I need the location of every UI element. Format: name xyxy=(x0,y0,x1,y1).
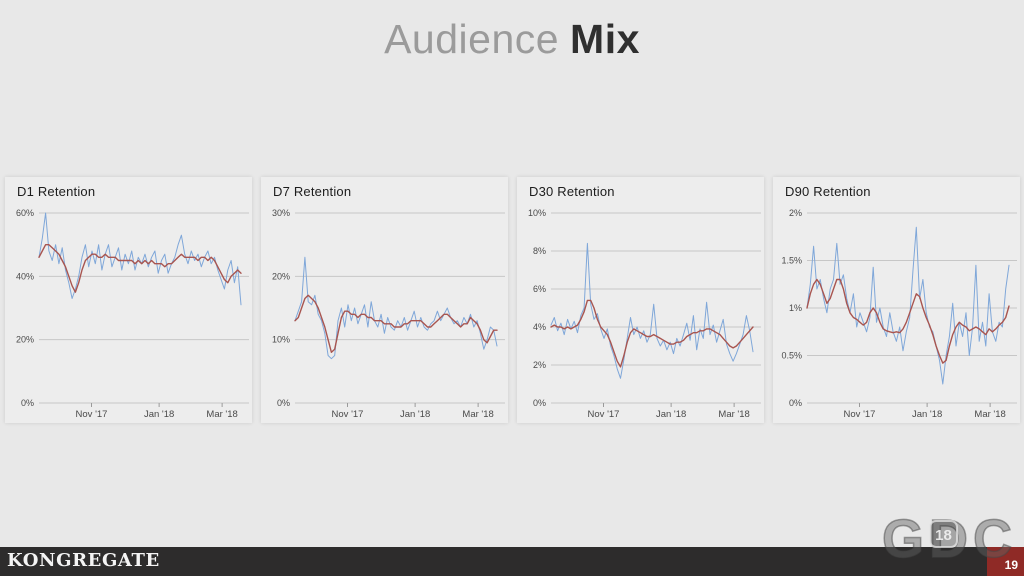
page-title-bold: Mix xyxy=(570,16,640,62)
series-line-smoothed xyxy=(806,278,1010,364)
page-number: 19 xyxy=(1004,558,1018,572)
y-axis-tick-label: 2% xyxy=(533,360,546,370)
y-axis-tick-label: 60% xyxy=(16,208,34,218)
kongregate-logo: KONGREGATE xyxy=(7,550,160,571)
series-line-daily xyxy=(550,242,754,379)
gdc-year: 18 xyxy=(935,527,952,544)
x-axis-tick-label: Mar '18 xyxy=(462,409,493,420)
y-axis-tick-label: 0% xyxy=(533,398,546,408)
chart-panel-d30: D30 Retention 0% 2% 4% 6% 8% 10% Nov '17 Jan '18… xyxy=(517,177,764,423)
chart-title: D30 Retention xyxy=(529,184,615,199)
x-axis-tick-label: Nov '17 xyxy=(588,409,620,420)
y-axis-tick-label: 30% xyxy=(272,208,290,218)
gdc-year-badge xyxy=(929,520,958,548)
y-axis-tick-label: 1.5% xyxy=(781,256,802,266)
footer-bar: KONGREGATE 19 xyxy=(0,547,1024,576)
y-axis-tick-label: 40% xyxy=(16,271,34,281)
y-axis-tick-label: 0.5% xyxy=(781,351,802,361)
chart-plot: 0% 0.5% 1% 1.5% 2% Nov '17 Jan '18 Mar '18 xyxy=(781,208,1017,420)
y-axis-tick-label: 10% xyxy=(272,335,290,345)
x-axis-tick-label: Nov '17 xyxy=(332,409,364,420)
x-axis-tick-label: Mar '18 xyxy=(206,409,237,420)
y-axis-tick-label: 20% xyxy=(16,335,34,345)
page-number-box: 19 xyxy=(987,547,1024,576)
chart-panel-d7: D7 Retention 0% 10% 20% 30% Nov '17 Jan '18 Mar… xyxy=(261,177,508,423)
series-line-smoothed xyxy=(38,243,242,293)
y-axis-tick-label: 10% xyxy=(528,208,546,218)
x-axis-tick-label: Nov '17 xyxy=(844,409,876,420)
x-axis-tick-label: Mar '18 xyxy=(718,409,749,420)
chart-title: D7 Retention xyxy=(273,184,352,199)
series-line-smoothed xyxy=(294,294,498,354)
chart-title: D1 Retention xyxy=(17,184,96,199)
y-axis-tick-label: 8% xyxy=(533,246,546,256)
x-axis-tick-label: Jan '18 xyxy=(656,409,686,420)
y-axis-tick-label: 0% xyxy=(789,398,802,408)
chart-plot: 0% 20% 40% 60% Nov '17 Jan '18 Mar '18 xyxy=(16,208,249,420)
y-axis-tick-label: 2% xyxy=(789,208,802,218)
y-axis-tick-label: 4% xyxy=(533,322,546,332)
x-axis-tick-label: Jan '18 xyxy=(912,409,942,420)
page-title-light: Audience xyxy=(384,16,560,62)
chart-title: D90 Retention xyxy=(785,184,871,199)
series-line-smoothed xyxy=(550,299,754,368)
series-line-daily xyxy=(294,256,498,360)
page-title: Audience Mix xyxy=(0,16,1024,63)
y-axis-tick-label: 0% xyxy=(21,398,34,408)
chart-plot: 0% 10% 20% 30% Nov '17 Jan '18 Mar '18 xyxy=(272,208,505,420)
x-axis-tick-label: Jan '18 xyxy=(144,409,174,420)
x-axis-tick-label: Nov '17 xyxy=(76,409,108,420)
y-axis-tick-label: 1% xyxy=(789,303,802,313)
chart-panel-d90: D90 Retention 0% 0.5% 1% 1.5% 2% Nov '17 Jan '1… xyxy=(773,177,1020,423)
chart-plot: 0% 2% 4% 6% 8% 10% Nov '17 Jan '18 Mar '18 xyxy=(528,208,761,420)
series-line-daily xyxy=(806,226,1010,385)
x-axis-tick-label: Jan '18 xyxy=(400,409,430,420)
y-axis-tick-label: 6% xyxy=(533,284,546,294)
y-axis-tick-label: 0% xyxy=(277,398,290,408)
series-line-daily xyxy=(38,212,242,306)
y-axis-tick-label: 20% xyxy=(272,271,290,281)
charts-row: D1 Retention 0% 20% 40% 60% Nov '17 Jan '18 Mar… xyxy=(0,177,1024,423)
x-axis-tick-label: Mar '18 xyxy=(974,409,1005,420)
chart-panel-d1: D1 Retention 0% 20% 40% 60% Nov '17 Jan '18 Mar… xyxy=(5,177,252,423)
